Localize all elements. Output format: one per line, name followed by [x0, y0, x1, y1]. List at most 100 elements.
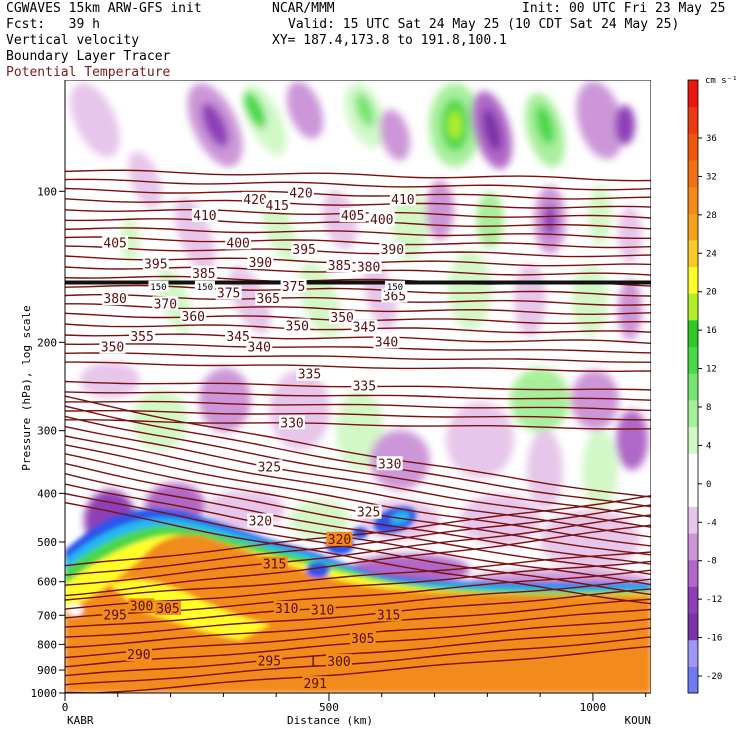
- theta-label-bg: [325, 653, 352, 668]
- theta-label-bg: [129, 328, 156, 343]
- tropopause-label: 150: [197, 283, 213, 293]
- colorbar-units: cm s⁻¹: [705, 76, 738, 86]
- fcst-label: Fcst:: [6, 17, 46, 32]
- x-tick-label: 500: [319, 701, 339, 714]
- velocity-cell: [446, 402, 514, 478]
- left-endpoint-label: KABR: [67, 714, 94, 727]
- colorbar-swatch: [688, 293, 698, 321]
- y-tick-label: 700: [37, 609, 57, 622]
- theta-contour: [65, 405, 651, 508]
- theta-label-bg: [355, 504, 382, 519]
- theta-label-bg: [279, 415, 306, 430]
- theta-contour: [65, 598, 651, 649]
- theta-label: 290: [127, 648, 150, 663]
- theta-label: 310: [275, 602, 298, 617]
- org-label: NCAR/MMM: [272, 1, 335, 16]
- theta-label-bg: [287, 185, 314, 200]
- theta-contour: [65, 627, 651, 677]
- theta-label-bg: [128, 598, 155, 613]
- theta-label-bg: [379, 242, 406, 257]
- velocity-cell: [571, 370, 619, 430]
- velocity-cell: [379, 109, 411, 161]
- theta-label: 410: [391, 193, 414, 208]
- theta-label: 360: [182, 310, 205, 325]
- theta-label-bg: [329, 310, 356, 325]
- theta-label: 395: [292, 243, 315, 258]
- theta-contour: [65, 473, 651, 575]
- theta-label-bg: [376, 456, 403, 471]
- theta-label: 390: [249, 256, 272, 271]
- y-tick-label: 600: [37, 576, 57, 589]
- theta-label-bg: [190, 265, 217, 280]
- theta-contour: [65, 636, 651, 686]
- theta-label-bg: [125, 647, 152, 662]
- theta-label: 345: [226, 330, 249, 345]
- theta-label-bg: [280, 278, 307, 293]
- colorbar: cm s⁻¹ 36 32 28 24 20 16 12 8 4 0 -4 -8 -12 -16 -20: [687, 76, 738, 694]
- theta-label-bg: [152, 296, 179, 311]
- theta-contour: [65, 391, 651, 401]
- theta-label: 375: [217, 287, 240, 302]
- theta-label: 400: [370, 213, 393, 228]
- theta-label-bg: [99, 339, 126, 354]
- theta-label-bg: [247, 513, 274, 528]
- colorbar-swatch: [688, 266, 698, 294]
- theta-label: 325: [258, 460, 281, 475]
- theta-contour: [65, 462, 651, 565]
- theta-contour: [65, 361, 651, 372]
- theta-contour: [65, 343, 651, 354]
- theta-label: 395: [144, 258, 167, 273]
- theta-label-bg: [291, 242, 318, 257]
- colorbar-swatch: [688, 80, 698, 108]
- theta-label-bg: [142, 256, 169, 271]
- theta-label-bg: [368, 211, 395, 226]
- theta-label: 370: [154, 297, 177, 312]
- theta-contour: [65, 227, 651, 239]
- theta-label: 335: [298, 368, 321, 383]
- theta-label: 305: [156, 602, 179, 617]
- theta-label-bg: [309, 602, 336, 617]
- colorbar-tick-label: -20: [706, 672, 722, 682]
- y-tick-label: 100: [37, 185, 57, 198]
- theta-label-bg: [302, 676, 329, 691]
- theta-label-bg: [349, 630, 376, 645]
- velocity-cell: [616, 410, 648, 470]
- theta-label-bg: [326, 258, 353, 273]
- velocity-cell: [70, 82, 120, 158]
- theta-label: 295: [103, 608, 126, 623]
- theta-label: 350: [286, 320, 309, 335]
- theta-label: 345: [353, 321, 376, 336]
- theta-label: 420: [243, 193, 266, 208]
- y-tick-label: 900: [37, 664, 57, 677]
- field-boundary-layer-tracer: Boundary Layer Tracer: [6, 49, 171, 64]
- boundary-layer-tracer: [65, 506, 651, 693]
- theta-label-bg: [326, 531, 353, 546]
- theta-contour: [65, 333, 651, 344]
- velocity-cell: [527, 430, 563, 510]
- low-marker: L: [311, 654, 319, 670]
- theta-label-bg: [284, 318, 311, 333]
- theta-label-bg: [225, 235, 252, 250]
- theta-label: 335: [353, 380, 376, 395]
- theta-contour: [65, 425, 651, 528]
- colorbar-tick-label: 36: [706, 134, 717, 144]
- velocity-cell: [572, 264, 608, 336]
- theta-label-bg: [242, 191, 269, 206]
- theta-label-bg: [389, 191, 416, 206]
- colorbar-swatch: [688, 159, 698, 188]
- theta-contour: [65, 410, 651, 421]
- velocity-cell: [355, 92, 375, 128]
- theta-label-bg: [373, 334, 400, 349]
- theta-contour: [65, 419, 651, 430]
- velocity-cell: [286, 81, 324, 139]
- y-tick-label: 400: [37, 487, 57, 500]
- velocity-cell: [290, 500, 350, 540]
- x-axis: 0 500 1000: [62, 692, 651, 714]
- theta-label-bg: [339, 207, 366, 222]
- tropopause-label-bg: [194, 280, 215, 292]
- theta-contour: [65, 551, 651, 601]
- theta-contour: [65, 495, 651, 567]
- colorbar-tick-label: -8: [706, 557, 717, 567]
